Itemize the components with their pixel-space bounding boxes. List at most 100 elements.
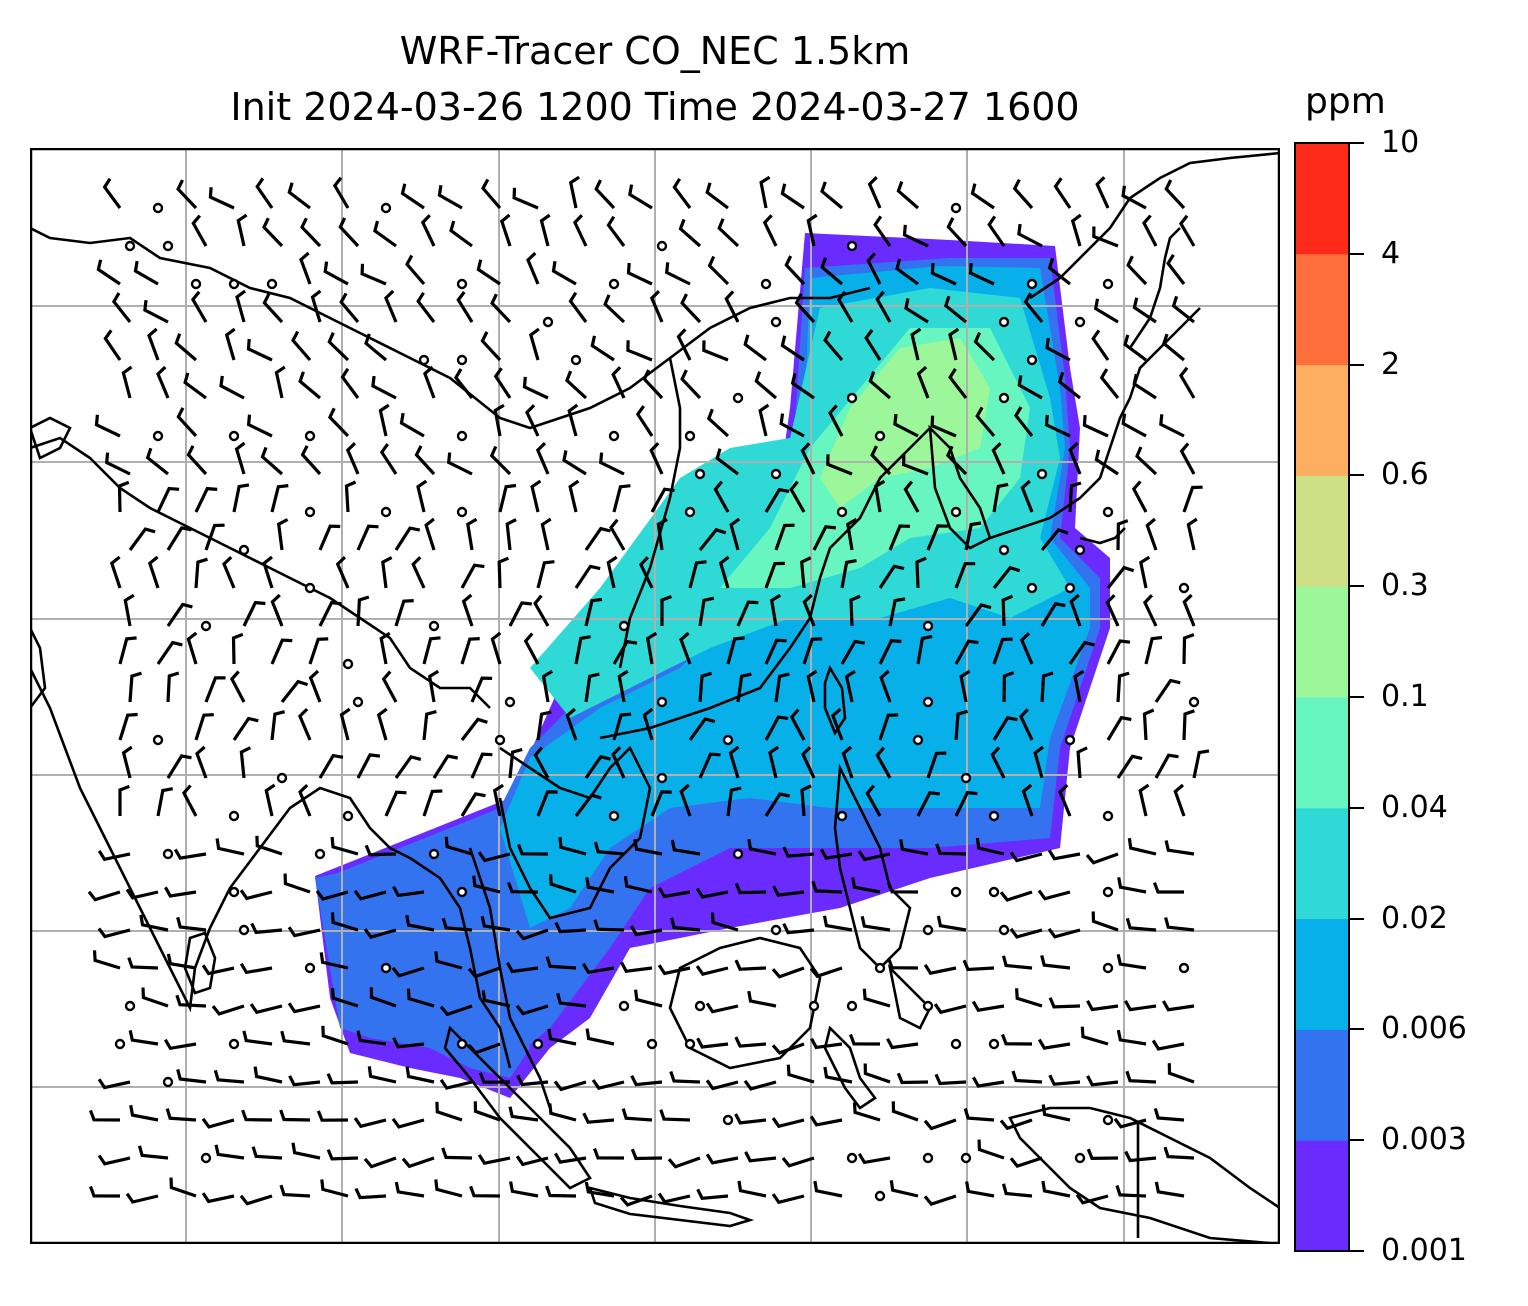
- wind-barb: [1113, 1117, 1147, 1129]
- wind-barb: [963, 1108, 995, 1122]
- wind-barb: [262, 217, 284, 248]
- wind-barb: [1047, 257, 1071, 286]
- wind-barb: [176, 1068, 207, 1084]
- calm-wind-marker: [998, 544, 1010, 556]
- wind-barb: [181, 784, 198, 817]
- wind-barb: [669, 1070, 701, 1084]
- wind-barb: [696, 1037, 729, 1049]
- wind-barb: [1018, 708, 1034, 741]
- wind-barb: [948, 327, 960, 361]
- calm-wind-marker: [922, 924, 934, 936]
- wind-barb: [972, 1076, 1005, 1088]
- calm-wind-marker: [124, 1000, 136, 1012]
- wind-barb: [235, 289, 247, 323]
- calm-wind-marker: [456, 430, 468, 442]
- wind-barb: [764, 715, 789, 741]
- wind-barb: [373, 220, 397, 248]
- calm-wind-marker: [238, 924, 250, 936]
- wind-barb: [422, 636, 441, 665]
- wind-barb: [330, 836, 359, 856]
- wind-barb: [1001, 594, 1014, 627]
- wind-barb: [280, 679, 309, 703]
- wind-barb: [626, 340, 653, 362]
- wind-barb: [916, 791, 940, 817]
- wind-barb: [642, 369, 664, 400]
- wind-barb: [933, 1003, 967, 1015]
- wind-barb: [1125, 917, 1157, 932]
- wind-barb: [129, 1104, 159, 1122]
- wind-barb: [453, 368, 474, 399]
- wind-barb: [308, 637, 329, 665]
- wind-barb: [736, 672, 752, 703]
- wind-barb: [530, 479, 542, 513]
- wind-barb: [533, 594, 550, 627]
- wind-barb: [1186, 517, 1198, 551]
- wind-barb: [1106, 639, 1131, 665]
- wind-barb: [1178, 366, 1196, 399]
- wind-barb: [1009, 927, 1043, 939]
- wind-barb: [1166, 254, 1186, 285]
- calm-wind-marker: [152, 430, 164, 442]
- wind-barb: [706, 408, 730, 438]
- wind-barb: [105, 452, 131, 476]
- colorbar-tick-mark: [1350, 363, 1364, 366]
- wind-barb: [612, 712, 632, 741]
- wind-barb: [315, 890, 349, 901]
- calm-wind-marker: [1074, 544, 1086, 556]
- wind-barb: [215, 838, 245, 856]
- wind-barb: [515, 1004, 549, 1016]
- wind-barb: [118, 636, 137, 665]
- wind-barb: [497, 556, 510, 589]
- wind-barb: [1037, 889, 1071, 901]
- wind-barb: [1135, 446, 1158, 476]
- wind-barb: [743, 334, 767, 362]
- wind-barb: [166, 526, 192, 551]
- wind-barb: [1001, 1033, 1033, 1046]
- wind-barb: [823, 1066, 853, 1084]
- wind-barb: [645, 631, 658, 665]
- wind-barb: [318, 600, 342, 627]
- wind-barb: [688, 560, 707, 589]
- wind-barb: [515, 1155, 549, 1167]
- wind-barb: [678, 218, 702, 248]
- wind-barb: [460, 717, 488, 741]
- wind-barb: [369, 987, 397, 1008]
- wind-barb: [330, 912, 359, 932]
- wind-barb: [893, 413, 919, 438]
- wind-barb: [287, 926, 321, 938]
- wind-barb: [94, 414, 121, 438]
- wind-barb: [143, 300, 169, 324]
- wind-barb: [470, 752, 493, 779]
- wind-barb: [1125, 1070, 1157, 1084]
- wind-barb: [1099, 368, 1120, 400]
- wind-barb: [962, 959, 995, 972]
- wind-barb: [1040, 955, 1071, 970]
- wind-barb: [857, 850, 891, 862]
- wind-barb: [1076, 746, 1088, 779]
- calm-wind-marker: [542, 316, 554, 328]
- wind-barb: [710, 912, 739, 932]
- wind-barbs: [87, 175, 1210, 1207]
- wind-barb: [771, 1117, 805, 1129]
- wind-barb: [477, 851, 511, 863]
- colorbar-segment: [1295, 364, 1349, 476]
- wind-barb: [89, 1185, 121, 1198]
- wind-barb: [236, 213, 248, 247]
- wind-barb: [1015, 988, 1043, 1008]
- wind-barb: [340, 367, 360, 399]
- wind-barb: [612, 484, 631, 513]
- wind-barb: [1159, 414, 1185, 438]
- wind-barb: [1058, 783, 1072, 817]
- wind-barb: [1116, 671, 1130, 703]
- colorbar-segment: [1295, 1029, 1349, 1141]
- colorbar-segment: [1295, 697, 1349, 809]
- wind-barb: [696, 1188, 729, 1200]
- wind-barb: [250, 922, 283, 935]
- wind-barb: [515, 928, 549, 941]
- wind-barb: [934, 1073, 967, 1086]
- wind-barb: [1086, 1148, 1119, 1161]
- wind-barb: [954, 790, 978, 817]
- wind-barb: [562, 450, 587, 476]
- wind-barb: [406, 988, 435, 1008]
- wind-barb: [594, 179, 616, 210]
